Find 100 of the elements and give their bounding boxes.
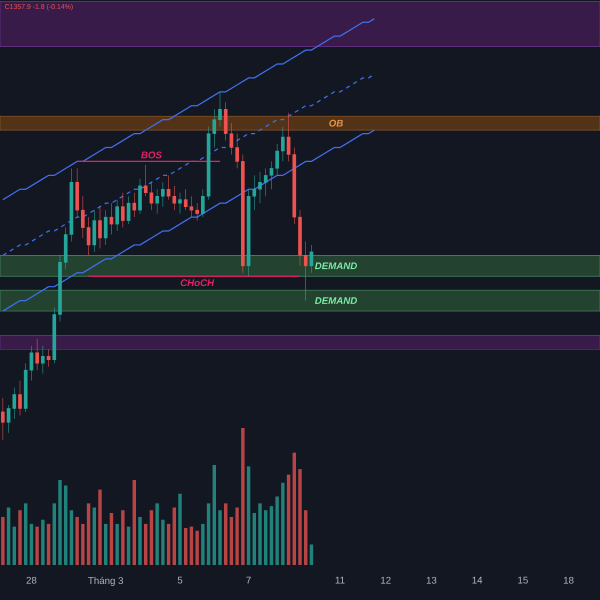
bar: [206, 503, 210, 565]
candlestick: [24, 362, 28, 412]
candlestick: [41, 346, 45, 374]
candlestick: [230, 122, 234, 155]
bar: [184, 528, 188, 565]
candlestick: [115, 199, 119, 232]
candlestick: [172, 186, 176, 210]
series-label: BOS: [141, 152, 162, 158]
bar: [166, 524, 170, 565]
bar: [132, 480, 136, 565]
candlestick: [6, 404, 10, 434]
bar: [64, 486, 68, 565]
bar: [6, 507, 10, 565]
x-tick-label: 11: [336, 576, 345, 584]
candlestick: [212, 108, 216, 148]
series-label: CHoCH: [180, 279, 214, 286]
bar: [224, 503, 228, 565]
x-tick-label: 15: [518, 576, 528, 584]
candlestick: [195, 202, 199, 221]
bar: [81, 524, 85, 565]
bar: [201, 524, 205, 565]
candlestick: [52, 307, 56, 364]
bar: [275, 496, 279, 565]
bar: [46, 524, 50, 565]
candlestick: [184, 188, 188, 210]
candlestick: [298, 210, 302, 266]
bar: [292, 452, 296, 565]
bar: [126, 526, 130, 565]
bar: [286, 474, 290, 565]
bar: [12, 526, 16, 565]
candlestick: [246, 188, 250, 277]
bar: [30, 524, 34, 565]
candlestick: [252, 175, 256, 210]
candlestick: [126, 196, 130, 224]
candlestick: [81, 196, 85, 238]
candlestick: [270, 161, 274, 190]
bar: [264, 510, 268, 565]
candlestick: [150, 182, 154, 210]
bar: [144, 524, 148, 565]
candlestick: [132, 192, 136, 218]
candlestick: [64, 227, 68, 270]
x-tick-label: 18: [564, 576, 574, 584]
bar: [155, 503, 159, 565]
candlestick: [70, 168, 74, 242]
bar: [212, 464, 216, 565]
candlestick: [224, 102, 228, 141]
bar: [270, 506, 274, 565]
bar: [150, 510, 154, 565]
candlestick: [35, 338, 39, 370]
x-tick-label: 13: [426, 576, 436, 584]
candlestick: [286, 112, 290, 162]
candlestick: [92, 210, 96, 252]
band-label: OB: [329, 120, 343, 127]
bar: [75, 517, 79, 565]
candlestick: [281, 126, 285, 162]
candlestick: [206, 126, 210, 200]
bar: [252, 512, 256, 565]
band-label: DEMAND: [314, 297, 357, 304]
candlestick: [86, 216, 90, 256]
bar: [92, 507, 96, 565]
candlestick: [190, 196, 194, 218]
candlestick: [155, 188, 159, 214]
bar: [110, 512, 114, 565]
candlestick: [144, 164, 148, 197]
candlestick: [110, 202, 114, 235]
candlestick: [264, 168, 268, 197]
candlestick: [12, 387, 16, 420]
bar: [230, 517, 234, 565]
candlestick: [121, 192, 125, 228]
x-tick-label: 5: [178, 576, 182, 584]
candlestick: [292, 147, 296, 224]
band-label: DEMAND: [314, 262, 357, 270]
candlestick: [30, 346, 34, 381]
x-tick-label: 14: [472, 576, 482, 584]
bar: [241, 428, 245, 565]
candlestick: [310, 244, 314, 274]
candlestick: [304, 241, 308, 301]
bar: [281, 482, 285, 565]
candlestick: [104, 210, 108, 246]
candlestick: [161, 182, 165, 207]
bar: [246, 466, 250, 565]
bar: [310, 544, 314, 565]
candlestick: [241, 154, 245, 274]
bar: [121, 510, 125, 565]
x-tick-label: 12: [381, 576, 391, 584]
candlestick: [98, 206, 102, 249]
candlestick: [18, 380, 22, 416]
candlestick: [75, 168, 79, 218]
candlestick: [178, 192, 182, 214]
bar: [190, 526, 194, 565]
candlestick: [166, 175, 170, 200]
bar: [104, 524, 108, 565]
candlestick: [1, 398, 5, 440]
bar: [41, 520, 45, 565]
bar: [52, 503, 56, 565]
x-tick-label: 7: [246, 576, 251, 584]
bar: [195, 530, 199, 565]
bar: [24, 503, 28, 565]
candlestick: [258, 172, 262, 204]
candlestick: [46, 349, 50, 367]
